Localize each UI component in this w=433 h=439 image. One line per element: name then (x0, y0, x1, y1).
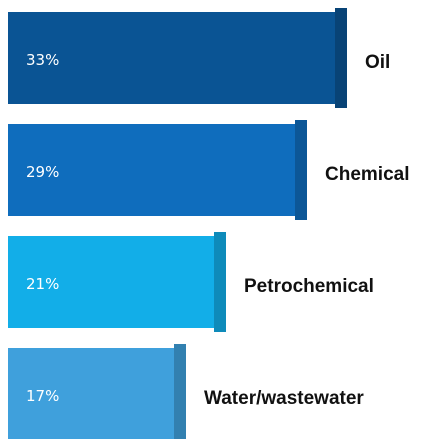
bar-group-water-wastewater: 17% Water/wastewater (8, 344, 364, 439)
bar-end-cap (335, 8, 347, 108)
bar-end-cap (174, 344, 186, 439)
bar-group-petrochemical: 21% Petrochemical (8, 232, 374, 332)
category-label: Water/wastewater (204, 388, 364, 409)
bar (8, 124, 301, 216)
category-label: Oil (365, 52, 390, 73)
bar-group-chemical: 29% Chemical (8, 120, 409, 220)
category-label: Chemical (325, 164, 409, 185)
value-label: 29% (26, 163, 59, 181)
category-label: Petrochemical (244, 276, 374, 297)
bars: 33% Oil 29% Chemical 21% Petrochemical 17% Wate… (8, 8, 409, 439)
bar-end-cap (214, 232, 226, 332)
value-label: 21% (26, 275, 59, 293)
bar (8, 348, 180, 439)
value-label: 33% (26, 51, 59, 69)
bar-group-oil: 33% Oil (8, 8, 390, 108)
bar (8, 12, 341, 104)
value-label: 17% (26, 387, 59, 405)
bar-end-cap (295, 120, 307, 220)
bar (8, 236, 220, 328)
